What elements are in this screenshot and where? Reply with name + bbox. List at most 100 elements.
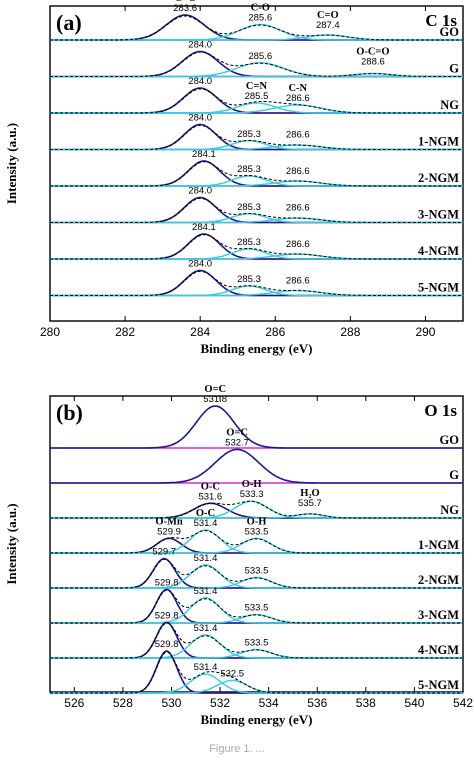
peak-name-label: C-N xyxy=(288,83,307,94)
fit-envelope xyxy=(50,589,463,624)
x-tick-label: 532 xyxy=(210,696,230,710)
spectrum-4-ngm: 4-NGM 529.8 531.4 533.5 xyxy=(50,610,463,659)
fit-envelope xyxy=(50,270,463,296)
sample-label: 3-NGM xyxy=(418,608,459,622)
x-tick-label: 540 xyxy=(404,696,424,710)
spectrum-ng: NG 284.0 285.5C=N 286.6C-N xyxy=(50,76,463,114)
peak-value-label: 286.6 xyxy=(286,93,310,104)
peak-value-label: 533.3 xyxy=(240,489,264,500)
fit-envelope xyxy=(50,161,463,187)
spectrum-go: GO 283.6C=C 285.6C-O 287.4C=O xyxy=(50,0,463,41)
spectrum-3-ngm: 3-NGM 529.8 531.4 533.5 xyxy=(50,577,463,624)
peak-value-label: 535.7 xyxy=(298,498,322,509)
sample-label: GO xyxy=(440,433,460,447)
component-peak xyxy=(50,23,463,41)
peak-value-label: 285.3 xyxy=(237,129,261,140)
peak-name-label: O=C xyxy=(204,384,226,395)
fit-envelope xyxy=(50,124,463,150)
peak-value-label: 284.1 xyxy=(192,149,216,160)
sample-label: 4-NGM xyxy=(418,643,459,657)
peak-value-label: 533.5 xyxy=(245,638,269,649)
core-level-label: C 1s xyxy=(425,11,457,30)
fit-envelope xyxy=(50,234,463,260)
sample-label: GO xyxy=(440,25,460,39)
y-axis-label: Intensity (a.u.) xyxy=(4,503,19,584)
peak-value-label: 531.4 xyxy=(194,553,218,564)
sample-label: 2-NGM xyxy=(418,171,459,185)
component-peak xyxy=(50,405,463,449)
peak-value-label: 286.6 xyxy=(286,166,310,177)
x-tick-label: 280 xyxy=(40,325,60,339)
fit-envelope xyxy=(50,197,463,223)
peak-value-label: 531.4 xyxy=(194,662,218,673)
peak-value-label: 284.0 xyxy=(188,76,212,87)
peak-value-label: 285.6 xyxy=(248,51,272,62)
component-peak xyxy=(50,62,463,78)
component-peak xyxy=(50,34,463,41)
peak-value-label: 285.3 xyxy=(237,164,261,175)
peak-value-label: 285.3 xyxy=(237,202,261,213)
peak-value-label: 286.6 xyxy=(286,130,310,141)
peak-name-label: O=C xyxy=(226,427,248,438)
panel-b-o1s: 526 528 530 532 534 536 538 540 542 Binding energ… xyxy=(4,384,473,727)
fit-envelope xyxy=(50,651,463,694)
sample-label: NG xyxy=(440,503,459,517)
panel-a-c1s: 280 282 284 286 288 290 Binding energy (eV) Int… xyxy=(4,0,464,356)
peak-value-label: 284.1 xyxy=(192,222,216,233)
x-axis-label: Binding energy (eV) xyxy=(201,712,313,727)
component-peak xyxy=(50,679,463,694)
peak-value-label: 287.4 xyxy=(316,20,340,31)
peak-name-label: O-H xyxy=(247,516,267,527)
peak-value-label: 284.0 xyxy=(188,259,212,270)
spectrum-3-ngm: 3-NGM 284.0 285.3 286.6 xyxy=(50,186,463,224)
panel-label: (a) xyxy=(56,10,82,35)
x-tick-label: 526 xyxy=(64,696,84,710)
sample-label: 2-NGM xyxy=(418,573,459,587)
peak-value-label: 531.4 xyxy=(194,518,218,529)
core-level-label: O 1s xyxy=(424,401,457,420)
component-peak xyxy=(50,448,463,484)
component-peak xyxy=(50,104,463,114)
peak-name-label: O-H xyxy=(242,479,262,490)
x-tick-label: 542 xyxy=(453,696,473,710)
x-tick-label: 538 xyxy=(356,696,376,710)
sample-label: 4-NGM xyxy=(418,244,459,258)
peak-name-label: O-C xyxy=(201,481,220,492)
peak-name-label: O-C=O xyxy=(356,47,389,58)
peak-value-label: 529.8 xyxy=(155,577,179,588)
figure-caption: Figure 1. ... xyxy=(209,743,265,755)
spectrum-5-ngm: 5-NGM 284.0 285.3 286.6 xyxy=(50,259,463,297)
spectrum-4-ngm: 4-NGM 284.1 285.3 286.6 xyxy=(50,222,463,260)
component-peak xyxy=(50,537,463,554)
peak-value-label: 533.5 xyxy=(245,603,269,614)
component-peak xyxy=(50,144,463,151)
peak-value-label: 285.3 xyxy=(237,274,261,285)
sample-label: 5-NGM xyxy=(418,678,459,692)
sample-label: G xyxy=(449,62,459,76)
x-tick-label: 536 xyxy=(307,696,327,710)
peak-value-label: 286.6 xyxy=(286,239,310,250)
panel-label: (b) xyxy=(56,400,83,425)
fit-envelope xyxy=(50,51,463,77)
sample-label: NG xyxy=(440,98,459,112)
spectrum-1-ngm: 1-NGM 529.9O-Mn 531.4O-C 533.5O-H xyxy=(50,508,463,554)
spectrum-g: G 284.0 285.6 288.6O-C=O xyxy=(50,40,463,78)
fit-envelope xyxy=(50,500,463,519)
x-tick-label: 534 xyxy=(259,696,279,710)
peak-value-label: 532.7 xyxy=(225,437,249,448)
peak-name-label: O-C xyxy=(196,508,215,519)
component-peak xyxy=(50,576,463,589)
component-peak xyxy=(50,648,463,659)
peak-value-label: 533.5 xyxy=(245,526,269,537)
fit-envelope xyxy=(50,622,463,659)
fit-envelope xyxy=(50,530,463,554)
x-axis-label: Binding energy (eV) xyxy=(201,341,313,356)
x-tick-label: 530 xyxy=(161,696,181,710)
y-axis-label: Intensity (a.u.) xyxy=(4,123,19,204)
sample-label: 1-NGM xyxy=(418,538,459,552)
peak-value-label: 531.4 xyxy=(194,586,218,597)
x-tick-label: 282 xyxy=(115,325,135,339)
component-peak xyxy=(50,217,463,224)
plot-frame xyxy=(49,395,464,693)
